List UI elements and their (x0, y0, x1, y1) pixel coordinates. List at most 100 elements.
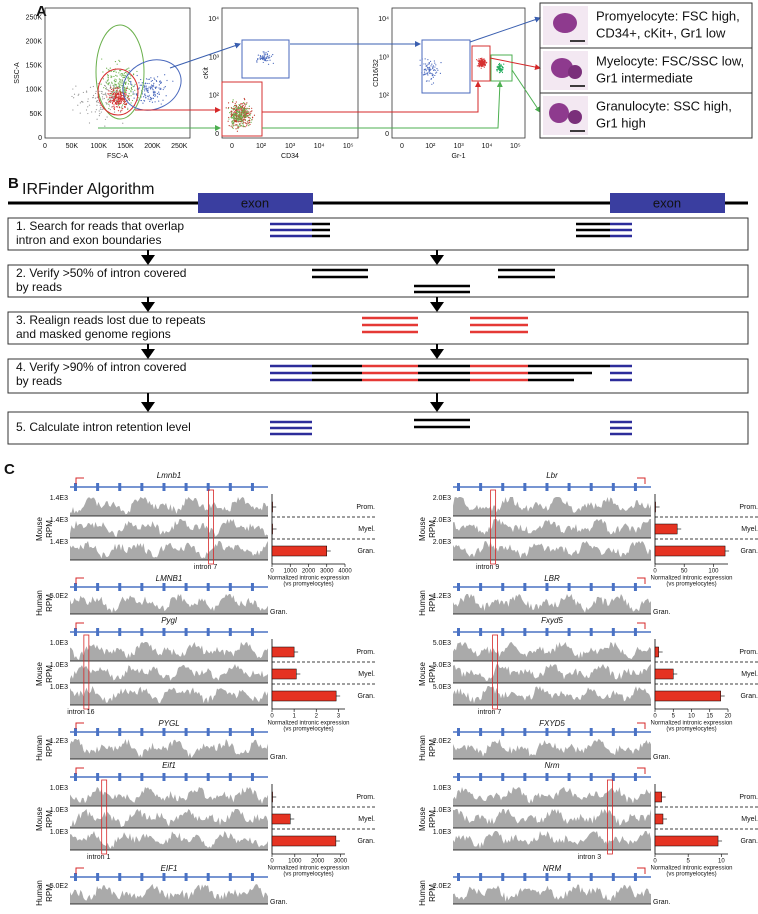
event-dot (119, 99, 121, 102)
event-dot (98, 114, 100, 117)
event-dot (248, 114, 250, 116)
event-dot (110, 92, 112, 94)
event-dot (248, 108, 250, 110)
step-text: 2. Verify >50% of intron covered (16, 266, 186, 280)
event-dot (246, 102, 248, 104)
event-dot (235, 114, 237, 116)
unit-label: RPM (428, 739, 437, 757)
event-dot (132, 86, 134, 88)
event-dot (150, 84, 153, 86)
event-dot (240, 108, 242, 110)
event-dot (236, 124, 238, 127)
event-dot (124, 100, 127, 103)
gene-exon (228, 873, 232, 881)
gene-exon (523, 628, 527, 636)
event-dot (128, 69, 130, 72)
stage-label: Gran. (357, 838, 375, 845)
event-dot (110, 100, 112, 102)
event-dot (113, 88, 115, 90)
event-dot (239, 110, 241, 113)
coverage-track (453, 686, 651, 705)
event-dot (248, 105, 250, 107)
event-dot (429, 72, 431, 75)
event-dot (500, 63, 502, 65)
x-tick-label: 10² (256, 143, 267, 150)
cell-box (539, 92, 753, 139)
event-dot (425, 80, 428, 82)
event-dot (107, 99, 109, 101)
event-dot (497, 67, 500, 69)
event-dot (119, 80, 121, 82)
event-dot (439, 72, 442, 75)
gene-exon (74, 483, 77, 491)
event-dot (497, 66, 499, 68)
event-dot (251, 107, 253, 109)
event-dot (435, 72, 437, 74)
step-text: 3. Realign reads lost due to repeats (16, 313, 205, 327)
event-dot (122, 74, 125, 76)
x-tick-label: 0 (270, 569, 274, 575)
event-dot (122, 81, 124, 83)
event-dot (116, 75, 118, 77)
event-dot (121, 82, 123, 84)
event-dot (113, 108, 116, 111)
gene-exon (479, 773, 483, 781)
event-dot (153, 93, 155, 95)
event-dot (88, 104, 91, 106)
event-dot (127, 108, 129, 110)
event-dot (235, 107, 237, 109)
event-dot (150, 77, 152, 79)
event-dot (235, 108, 237, 110)
event-dot (249, 114, 252, 116)
track-scale: 2.0E3 (433, 517, 451, 524)
event-dot (427, 59, 429, 61)
gene-exon (74, 728, 77, 736)
event-dot (233, 120, 235, 122)
event-dot (427, 68, 429, 70)
gene-exon (501, 483, 505, 491)
event-dot (123, 105, 126, 108)
gate-arrow (262, 81, 503, 129)
event-dot (148, 94, 150, 97)
event-dot (108, 105, 111, 107)
event-dot (99, 108, 101, 110)
gate-arrow (469, 16, 541, 43)
event-dot (158, 84, 160, 86)
gene-exon (74, 773, 77, 781)
x-tick-label: 3 (337, 714, 341, 720)
event-dot (242, 108, 244, 110)
event-dot (132, 91, 134, 93)
bar (654, 523, 678, 535)
event-dot (482, 61, 484, 63)
x-tick-label: 10⁵ (510, 143, 521, 150)
gene-exon (228, 483, 232, 491)
gene-exon (457, 483, 460, 491)
event-dot (116, 92, 118, 95)
event-dot (118, 86, 120, 88)
event-dot (125, 87, 128, 89)
event-dot (138, 82, 140, 84)
gene-exon (589, 483, 593, 491)
event-dot (94, 97, 97, 99)
event-dot (431, 63, 433, 65)
event-dot (236, 115, 238, 117)
event-dot (114, 70, 116, 72)
step-text: intron and exon boundaries (16, 233, 161, 247)
y-tick-label: 10³ (209, 54, 220, 61)
algorithm-title: IRFinder Algorithm (22, 181, 155, 198)
event-dot (110, 76, 112, 79)
event-dot (245, 122, 247, 124)
event-dot (440, 62, 442, 64)
coverage-track (70, 809, 268, 828)
event-dot (172, 80, 174, 82)
event-dot (244, 109, 246, 111)
gene-exon (184, 628, 188, 636)
event-dot (143, 100, 146, 102)
y-tick-label: 200K (26, 39, 43, 46)
species-label: Mouse (418, 806, 427, 831)
event-dot (240, 103, 242, 105)
event-dot (146, 87, 148, 90)
event-dot (232, 116, 235, 118)
gene-exon (140, 483, 144, 491)
event-dot (154, 93, 156, 95)
